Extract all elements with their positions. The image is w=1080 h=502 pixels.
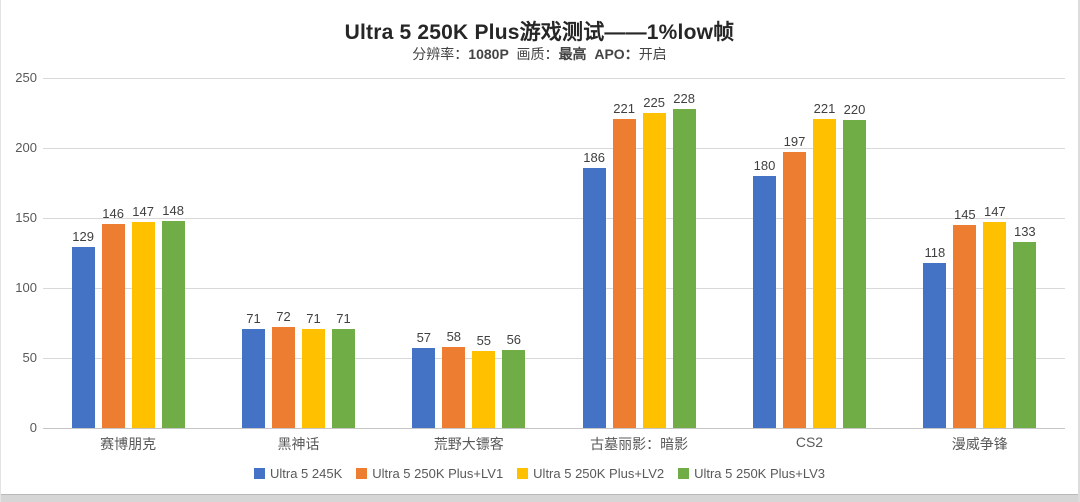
category-label: 漫威争锋 [951, 436, 1008, 452]
category-axis-labels: 赛博朋克 黑神话 荒野大镖客 古墓丽影：暗影 CS2 漫威争锋 [43, 434, 1065, 454]
legend-item: Ultra 5 250K Plus+LV1 [356, 466, 503, 481]
bar-value-label: 220 [843, 102, 866, 117]
bar-value-label: 71 [306, 310, 321, 326]
legend-swatch [253, 468, 265, 479]
subtitle-part: 1080P [468, 46, 509, 62]
bar: 71 [241, 311, 265, 428]
category-label: 黑神话 [277, 436, 320, 452]
legend-item: Ultra 5 250K Plus+LV3 [678, 466, 825, 481]
y-tick-label: 0 [29, 420, 37, 435]
subtitle-part: APO： [586, 46, 639, 62]
y-tick-label: 50 [22, 350, 37, 365]
subtitle-part: 开启 [638, 46, 667, 62]
bar: 118 [923, 245, 947, 428]
y-tick-label: 250 [15, 70, 37, 85]
bar-value-label: 148 [162, 202, 185, 218]
bar: 71 [331, 311, 355, 428]
bar: 147 [131, 204, 155, 428]
bar-value-label: 71 [336, 310, 351, 326]
bar-value-label: 58 [446, 328, 462, 344]
bar-value-label: 197 [783, 134, 806, 150]
bar-value-label: 57 [416, 330, 432, 346]
subtitle-part: 最高 [558, 46, 587, 62]
category-label: 赛博朋克 [100, 436, 157, 452]
bar: 147 [983, 204, 1007, 428]
chart-subtitle: 分辨率：1080P 画质：最高 APO：开启 [1, 44, 1078, 64]
subtitle-part: 分辨率： [412, 46, 469, 62]
legend-label: Ultra 5 250K Plus+LV2 [533, 466, 665, 481]
bar-value-label: 221 [613, 100, 636, 116]
bar: 56 [502, 332, 526, 428]
legend-item: Ultra 5 245K [253, 466, 343, 481]
legend-label: Ultra 5 250K Plus+LV3 [694, 466, 826, 481]
y-tick-label: 200 [15, 140, 37, 155]
bar-value-label: 147 [983, 204, 1006, 220]
category-label: CS2 [795, 434, 824, 450]
bar-group: 71 72 71 71 [213, 78, 383, 428]
bar-value-label: 118 [924, 244, 946, 260]
legend-label: Ultra 5 245K [269, 466, 343, 481]
bar-value-label: 221 [813, 100, 836, 116]
bar-value-label: 56 [506, 331, 522, 347]
bar-value-label: 225 [643, 95, 666, 110]
bar-group: 129 146 147 148 [43, 78, 213, 428]
gridline-200 [43, 148, 1065, 149]
plot-area: 0 50 100 150 200 250 129 146 147 148 71 72 71 71 57 58 5… [15, 70, 1065, 435]
bar: 133 [1013, 224, 1037, 428]
bar: 225 [642, 95, 666, 428]
bar-value-label: 146 [102, 205, 125, 221]
bar: 146 [101, 206, 125, 428]
bar-group: 57 58 55 56 [384, 78, 554, 428]
gridline-0 [43, 428, 1065, 429]
gridline-150 [43, 218, 1065, 219]
bar: 145 [953, 207, 977, 428]
bar-value-label: 186 [583, 149, 606, 165]
bar: 197 [782, 134, 806, 428]
gridline-50 [43, 358, 1065, 359]
bar-value-label: 228 [673, 90, 696, 106]
bar: 129 [71, 229, 95, 428]
bar: 221 [612, 101, 636, 428]
legend-item: Ultra 5 250K Plus+LV2 [517, 466, 664, 481]
bar-value-label: 133 [1013, 223, 1036, 239]
legend-swatch [678, 468, 690, 479]
legend-label: Ultra 5 250K Plus+LV1 [372, 466, 504, 481]
bar: 148 [161, 203, 185, 428]
legend-swatch [356, 468, 368, 479]
legend-swatch [517, 468, 529, 479]
bar-value-label: 147 [132, 204, 155, 220]
category-label: 荒野大镖客 [433, 436, 504, 452]
bar-value-label: 55 [476, 333, 492, 348]
bar: 55 [472, 333, 496, 428]
bar: 72 [271, 309, 295, 428]
legend: Ultra 5 245K Ultra 5 250K Plus+LV1 Ultra 5… [1, 466, 1078, 481]
bar: 58 [442, 329, 466, 428]
bar-value-label: 145 [953, 207, 976, 222]
bar-value-label: 129 [72, 229, 95, 245]
bar: 228 [672, 91, 696, 428]
category-label: 古墓丽影：暗影 [590, 436, 689, 452]
subtitle-part: 画质： [508, 46, 559, 62]
chart-title: Ultra 5 250K Plus游戏测试——1%low帧 [344, 21, 735, 44]
bar: 186 [582, 150, 606, 428]
bar: 57 [412, 330, 436, 428]
bar-value-label: 71 [246, 310, 261, 326]
bar: 71 [301, 311, 325, 428]
gridline-250 [43, 78, 1065, 79]
bar-group: 186 221 225 228 [554, 78, 724, 428]
gridline-100 [43, 288, 1065, 289]
bar-group: 180 197 221 220 [724, 78, 894, 428]
bar-group: 118 145 147 133 [895, 78, 1065, 428]
y-tick-label: 150 [15, 210, 37, 225]
bar: 220 [842, 102, 866, 428]
bar: 221 [812, 101, 836, 428]
bar-value-label: 72 [276, 309, 291, 325]
y-tick-label: 100 [15, 280, 37, 295]
bar-value-label: 180 [753, 158, 776, 173]
bar: 180 [752, 158, 776, 428]
bottom-scrollbar-strip [1, 494, 1078, 502]
